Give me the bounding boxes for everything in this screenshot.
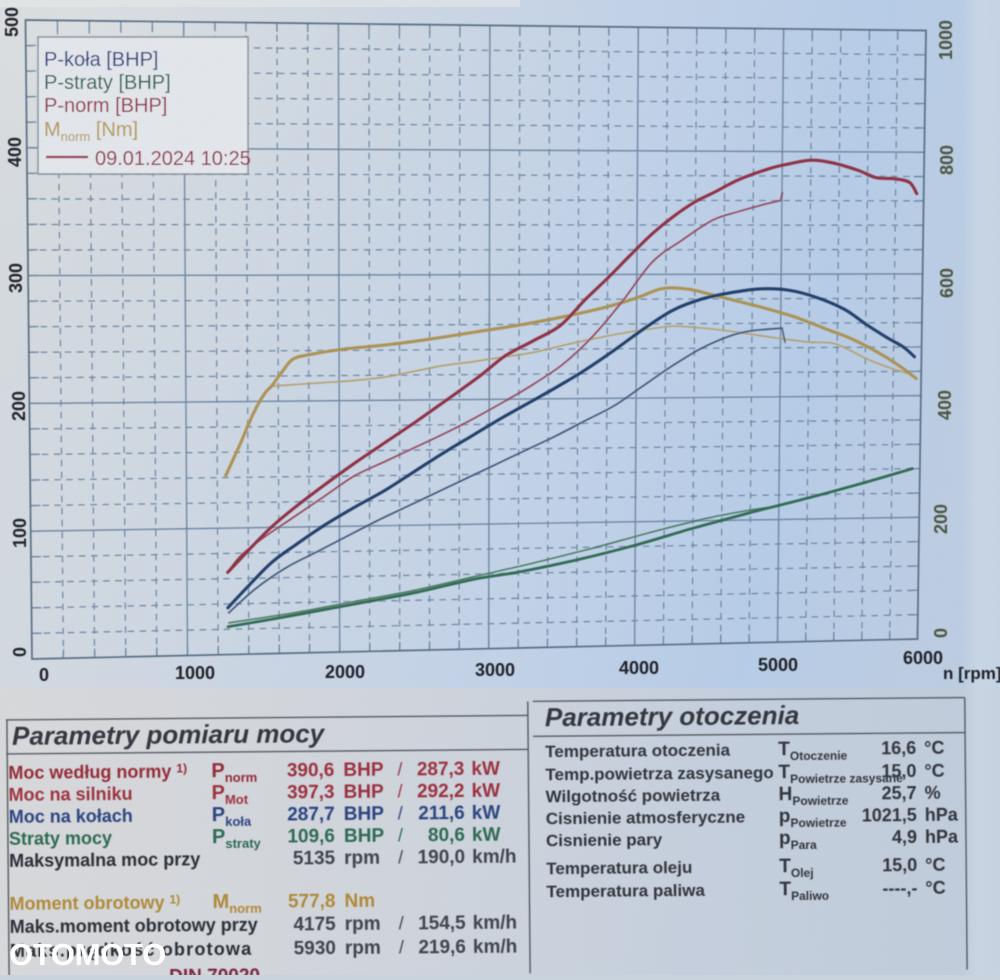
- svg-text:OTOMOTO: OTOMOTO: [9, 937, 166, 972]
